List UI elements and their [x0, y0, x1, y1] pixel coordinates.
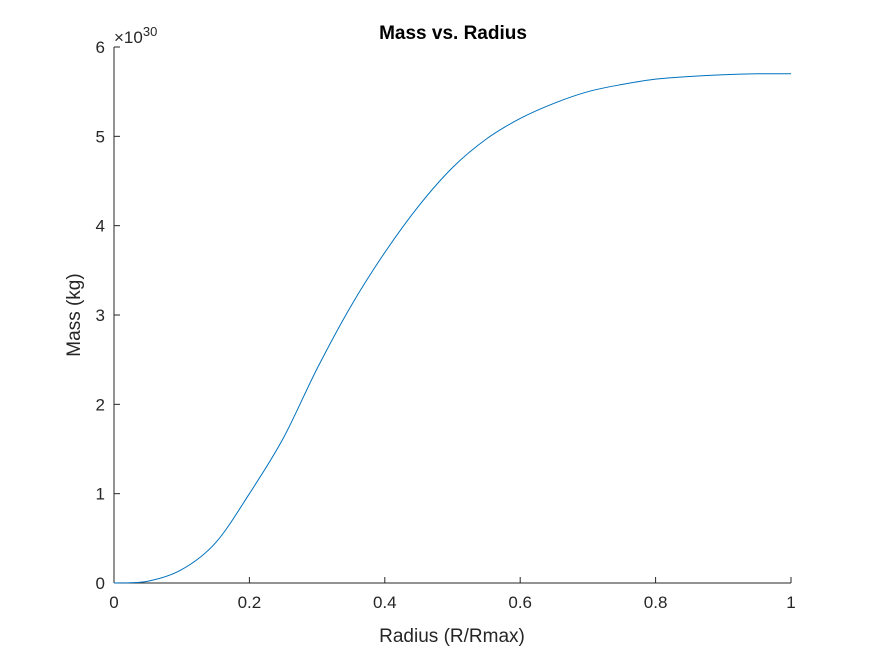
y-tick-label: 4 [96, 217, 105, 236]
x-tick-label: 0.8 [644, 593, 668, 612]
x-axis-title: Radius (R/Rmax) [379, 626, 525, 647]
y-ticks: 0 1 2 3 4 5 6 [96, 38, 120, 593]
y-axis-exponent-label: ×1030 [114, 24, 157, 47]
y-axis-exponent-multiplier: ×10 [114, 28, 143, 47]
y-axis-exponent-power: 30 [143, 24, 157, 39]
x-tick-label: 0.2 [238, 593, 262, 612]
x-tick-label: 0 [109, 593, 118, 612]
chart-title: Mass vs. Radius [379, 23, 527, 44]
series-line [113, 73, 792, 584]
y-tick-label: 5 [96, 127, 105, 146]
x-tick-label: 1 [786, 593, 795, 612]
y-tick-label: 0 [96, 574, 105, 593]
x-tick-label: 0.4 [373, 593, 397, 612]
y-tick-label: 2 [96, 395, 105, 414]
y-tick-label: 3 [96, 306, 105, 325]
y-tick-label: 1 [96, 485, 105, 504]
y-tick-label: 6 [96, 38, 105, 57]
y-axis-title: Mass (kg) [64, 273, 85, 356]
x-tick-label: 0.6 [508, 593, 532, 612]
x-ticks: 0 0.2 0.4 0.6 0.8 1 [109, 577, 796, 612]
plot-area: 0 0.2 0.4 0.6 0.8 1 0 1 2 3 4 5 6 [96, 38, 796, 612]
